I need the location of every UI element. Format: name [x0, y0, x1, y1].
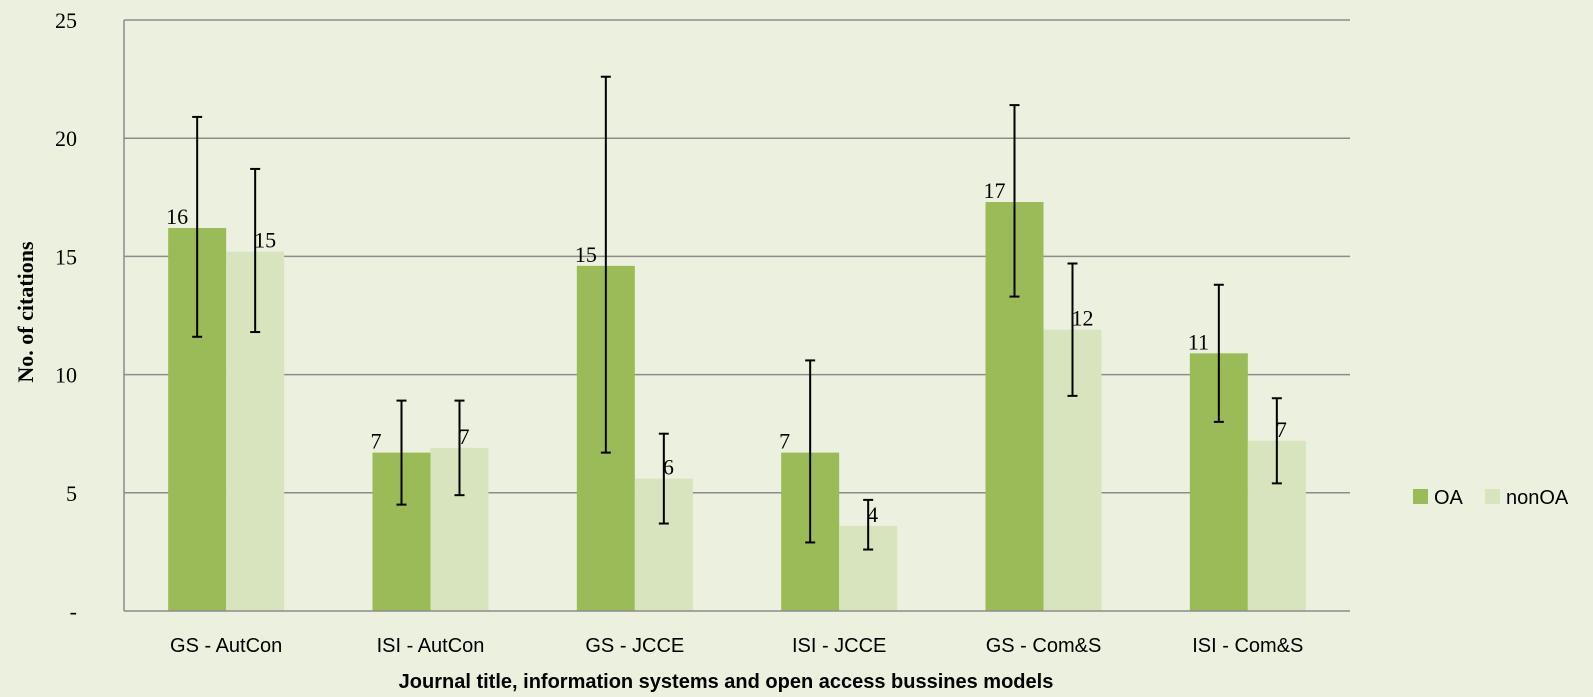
legend-swatch-oa — [1413, 489, 1428, 504]
y-tick-label: 15 — [55, 244, 77, 269]
legend: OA nonOA — [1413, 487, 1569, 509]
x-tick-label: GS - JCCE — [585, 635, 684, 657]
data-label-nonoa: 15 — [254, 228, 276, 253]
data-label-nonoa: 7 — [459, 424, 470, 449]
y-axis-title: No. of citations — [13, 241, 38, 383]
data-label-nonoa: 7 — [1276, 417, 1287, 442]
axes: - 5 10 15 20 25 GS - AutCon ISI - AutCon GS - JC… — [55, 8, 1350, 657]
y-tick-label: - — [70, 599, 77, 624]
x-tick-label: GS - AutCon — [170, 635, 282, 657]
legend-label-oa: OA — [1434, 487, 1464, 509]
data-label-oa: 15 — [575, 242, 597, 267]
x-tick-label: ISI - AutCon — [377, 635, 485, 657]
x-axis-title: Journal title, information systems and o… — [399, 671, 1054, 693]
legend-swatch-nonoa — [1485, 489, 1500, 504]
data-label-oa: 7 — [779, 429, 790, 454]
data-label-nonoa: 6 — [663, 455, 674, 480]
error-bars — [192, 75, 1282, 551]
x-tick-label: GS - Com&S — [986, 635, 1102, 657]
bars — [168, 202, 1306, 612]
data-label-oa: 7 — [371, 429, 382, 454]
data-label-nonoa: 12 — [1072, 306, 1094, 331]
data-label-oa: 11 — [1188, 329, 1209, 354]
y-tick-label: 20 — [55, 126, 77, 151]
x-tick-label: ISI - JCCE — [792, 635, 886, 657]
y-tick-label: 25 — [55, 8, 77, 33]
data-labels: 16 15 7 7 15 6 7 4 17 12 11 7 — [166, 178, 1287, 527]
gridlines — [124, 19, 1350, 494]
data-label-nonoa: 4 — [867, 502, 878, 527]
data-label-oa: 17 — [984, 178, 1006, 203]
data-label-oa: 16 — [166, 204, 188, 229]
x-tick-label: ISI - Com&S — [1192, 635, 1303, 657]
y-tick-label: 10 — [55, 363, 77, 388]
legend-label-nonoa: nonOA — [1506, 487, 1569, 509]
y-tick-label: 5 — [66, 481, 77, 506]
